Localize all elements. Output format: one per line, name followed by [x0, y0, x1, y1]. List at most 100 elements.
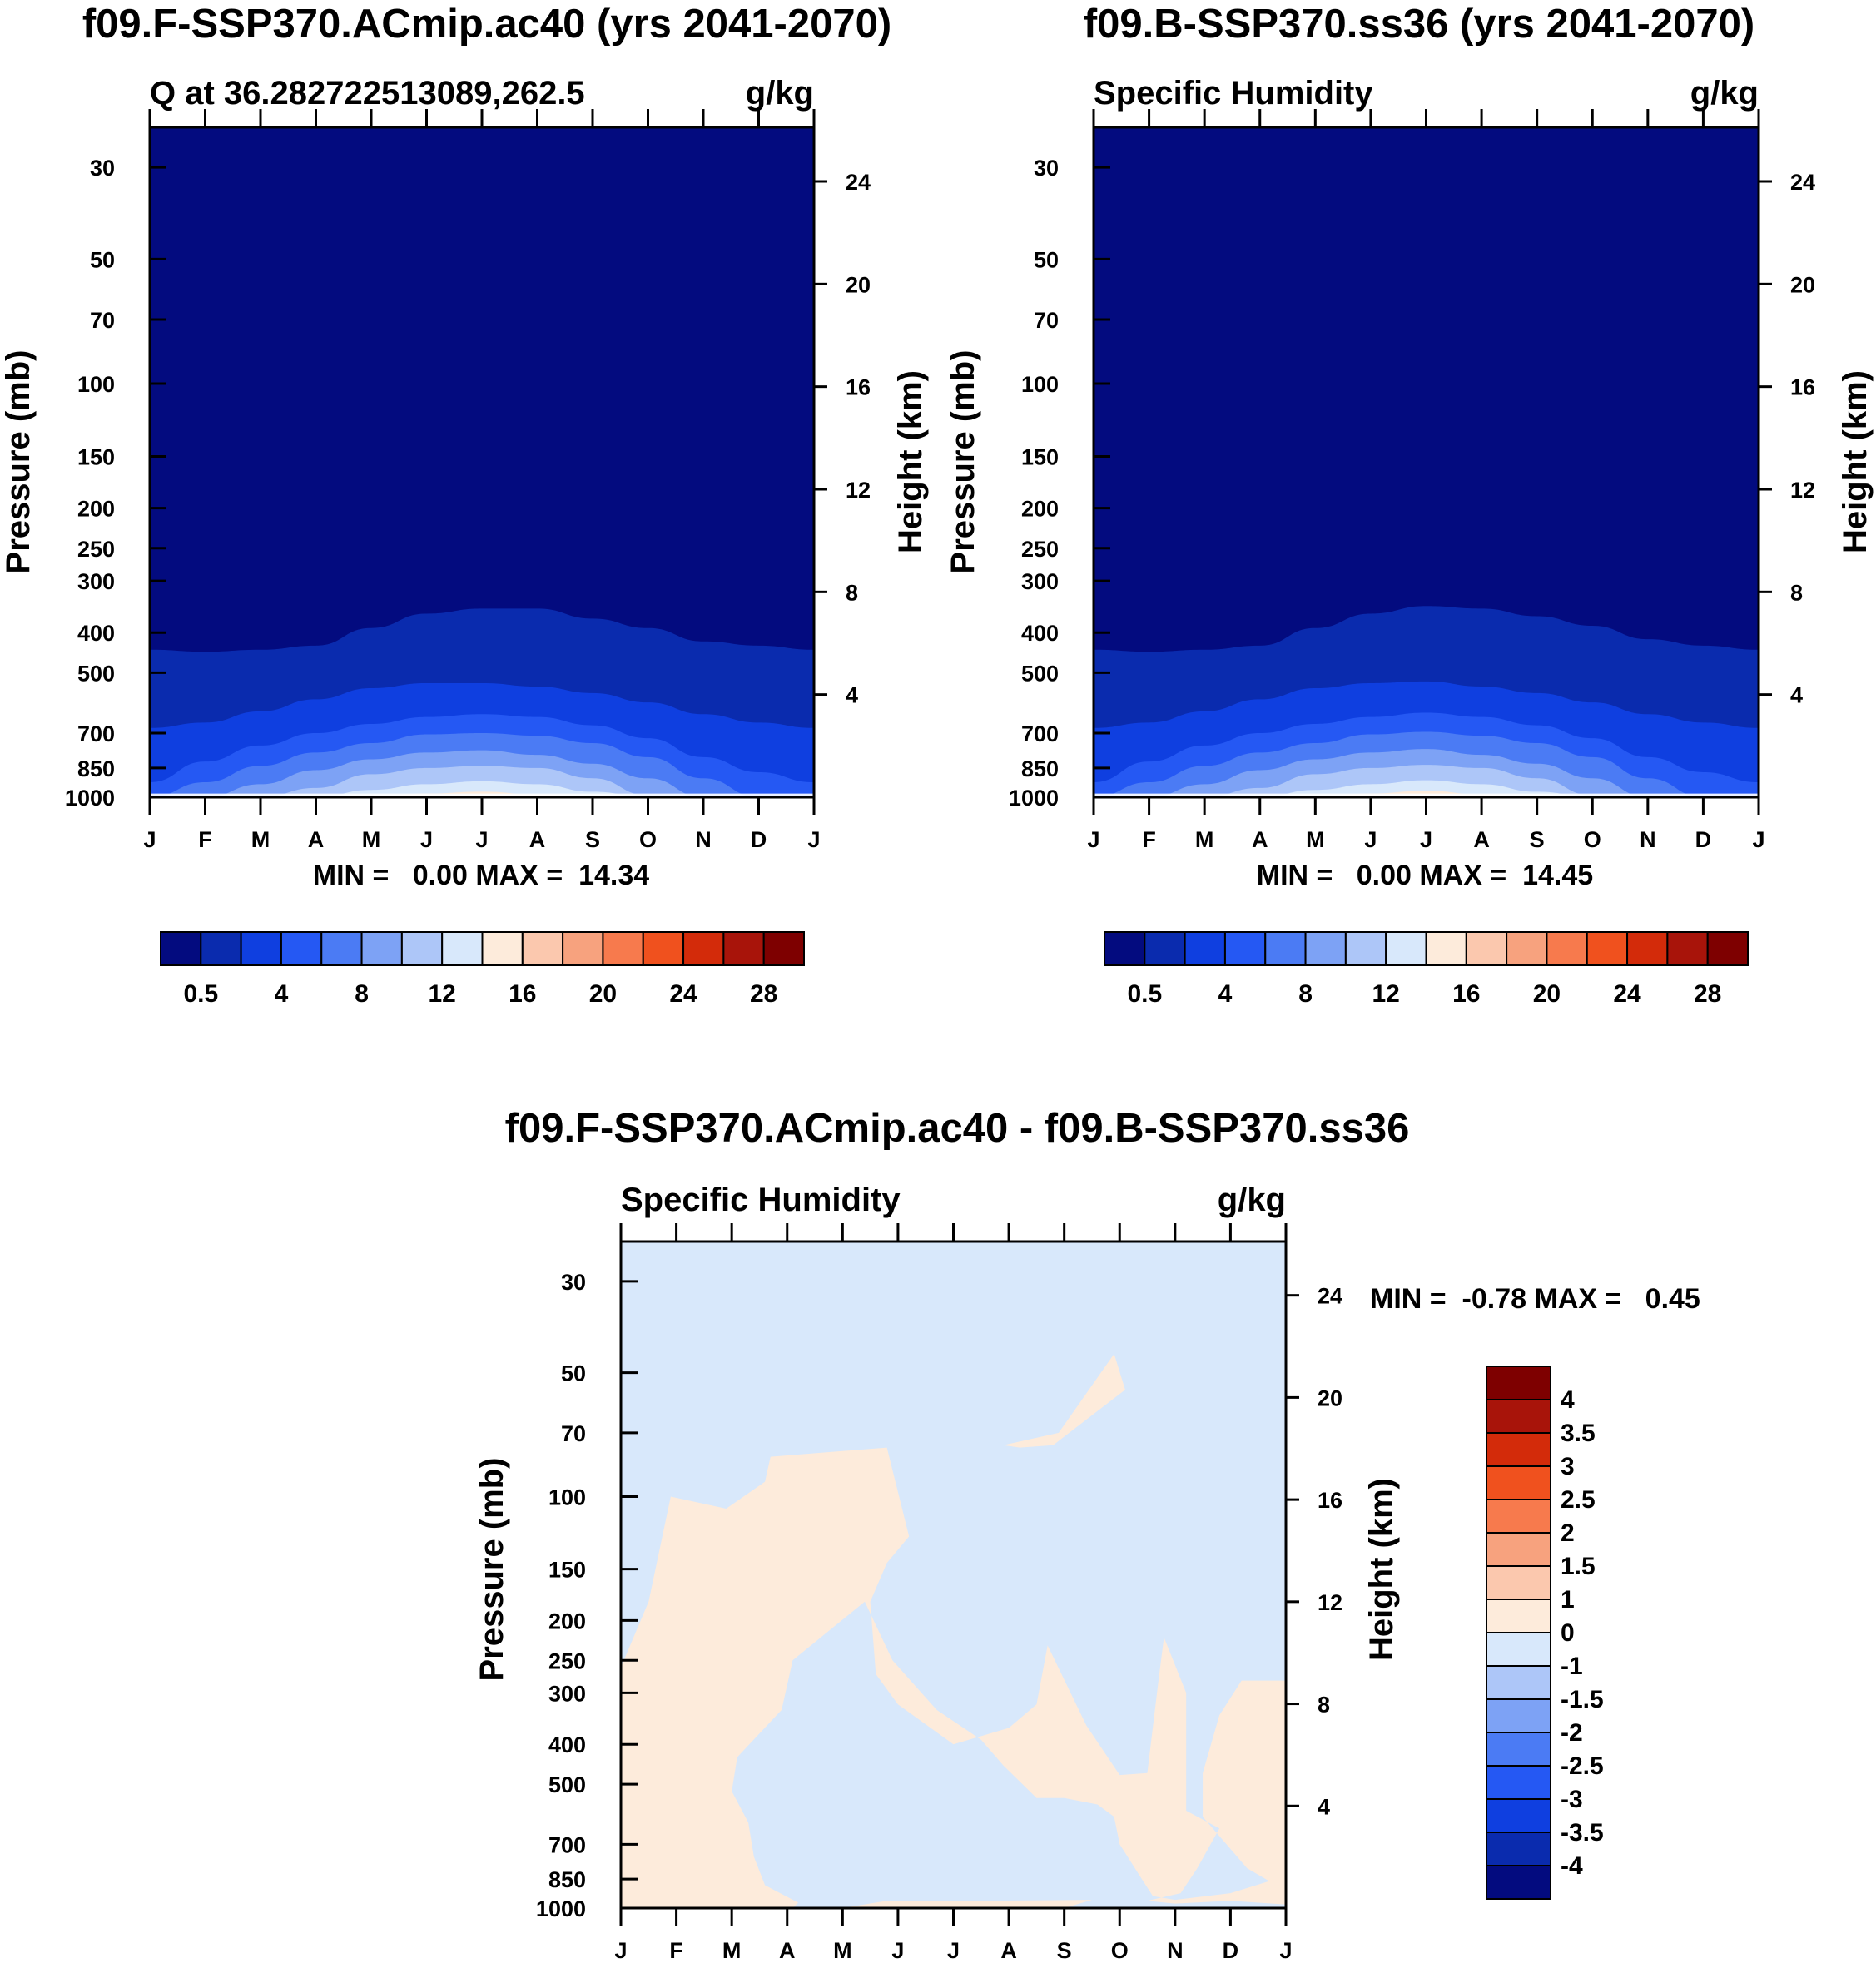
colorbar-box — [1385, 931, 1427, 966]
pressure-tick-label: 70 — [1034, 308, 1059, 333]
colorbar-box — [1425, 931, 1467, 966]
colorbar-label: 3.5 — [1561, 1420, 1596, 1447]
month-tick-label: J — [1364, 827, 1377, 852]
month-tick-label: M — [251, 827, 270, 852]
diff-positive-region — [621, 1447, 1286, 1908]
colorbar-box — [200, 931, 242, 966]
colorbar-box — [722, 931, 765, 966]
panel-b-pressure-axis: 30 50 70 100 150 200 250 300 400 500 700 850 1000 — [1009, 156, 1110, 810]
month-tick-label: M — [833, 1938, 852, 1963]
panel-c-min-max: MIN = -0.78 MAX = 0.45 — [1370, 1283, 1700, 1315]
month-tick-label: A — [779, 1938, 796, 1963]
panel-b-ylabel: Pressure (mb) — [945, 350, 981, 574]
colorbar-label: 8 — [355, 980, 369, 1008]
panel-a-min-max: MIN = 0.00 MAX = 14.34 — [313, 860, 650, 891]
height-tick-label: 12 — [1790, 478, 1815, 503]
panel-a-pressure-axis: 30 50 70 100 150 200 250 300 400 500 700 850 1000 — [65, 156, 166, 810]
month-tick-label: J — [143, 827, 156, 852]
colorbar-box — [1486, 1865, 1551, 1900]
pressure-tick-label: 850 — [1021, 756, 1059, 781]
month-tick-label: J — [1087, 827, 1099, 852]
colorbar-label: 28 — [750, 980, 777, 1008]
pressure-tick-label: 500 — [548, 1772, 586, 1797]
pressure-tick-label: 400 — [77, 621, 115, 646]
height-tick-label: 8 — [1318, 1693, 1330, 1718]
month-tick-label: S — [1057, 1938, 1072, 1963]
month-tick-label: O — [639, 827, 657, 852]
height-tick-label: 16 — [846, 375, 871, 400]
height-tick-label: 8 — [1790, 580, 1803, 605]
month-tick-label: S — [1530, 827, 1545, 852]
colorbar-box — [1486, 1732, 1551, 1767]
colorbar-label: 16 — [1452, 980, 1480, 1008]
pressure-tick-label: 300 — [1021, 569, 1059, 594]
colorbar-label: -2 — [1561, 1719, 1583, 1747]
panel-c-pressure-axis: 30 50 70 100 150 200 250 300 400 500 700 850 1000 — [536, 1270, 638, 1921]
month-tick-label: N — [1167, 1938, 1184, 1963]
month-tick-label: A — [1252, 827, 1268, 852]
month-tick-label: J — [1752, 827, 1764, 852]
q-band-surface — [1094, 793, 1759, 797]
month-tick-label: S — [585, 827, 600, 852]
month-tick-label: N — [695, 827, 712, 852]
panel-a-plot-area — [148, 126, 816, 799]
colorbar-label: 24 — [1613, 980, 1641, 1008]
colorbar-box — [762, 931, 805, 966]
colorbar-label: 12 — [429, 980, 456, 1008]
month-tick-label: A — [308, 827, 325, 852]
pressure-tick-label: 70 — [90, 308, 115, 333]
pressure-tick-label: 850 — [77, 756, 115, 781]
pressure-tick-label: 100 — [77, 372, 115, 397]
colorbar-label: 24 — [669, 980, 697, 1008]
height-tick-label: 12 — [1318, 1590, 1342, 1615]
pressure-tick-label: 850 — [548, 1867, 586, 1892]
colorbar-box — [280, 931, 323, 966]
colorbar-label: 1.5 — [1561, 1553, 1596, 1580]
pressure-tick-label: 200 — [548, 1609, 586, 1633]
month-tick-label: D — [1695, 827, 1712, 852]
colorbar-box — [1304, 931, 1347, 966]
panel-a: f09.F-SSP370.ACmip.ac40 (yrs 2041-2070) … — [0, 2, 929, 1008]
panel-b-height-axis: 24 20 16 12 8 4 — [1759, 170, 1815, 708]
colorbar-box — [1486, 1499, 1551, 1534]
month-tick-label: A — [1000, 1938, 1017, 1963]
month-tick-label: J — [947, 1938, 960, 1963]
colorbar-box — [1586, 931, 1629, 966]
colorbar-label: -4 — [1561, 1852, 1583, 1880]
pressure-tick-label: 1000 — [536, 1896, 586, 1921]
colorbar-label: -3.5 — [1561, 1819, 1604, 1847]
panel-c-plot-area — [619, 1240, 1288, 1910]
colorbar-label: 2 — [1561, 1519, 1575, 1547]
pressure-tick-label: 100 — [1021, 372, 1059, 397]
month-tick-label: M — [1195, 827, 1214, 852]
pressure-tick-label: 700 — [77, 721, 115, 746]
pressure-tick-label: 1000 — [1009, 786, 1059, 810]
colorbar-box — [1465, 931, 1508, 966]
month-tick-label: J — [614, 1938, 627, 1963]
pressure-tick-label: 150 — [548, 1558, 586, 1583]
height-tick-label: 16 — [1790, 375, 1815, 400]
height-tick-label: 16 — [1318, 1488, 1342, 1513]
panel-a-height-axis: 24 20 16 12 8 4 — [814, 170, 871, 708]
colorbar-box — [1184, 931, 1226, 966]
colorbar-box — [1626, 931, 1669, 966]
pressure-tick-label: 200 — [1021, 497, 1059, 522]
panel-a-title: f09.F-SSP370.ACmip.ac40 (yrs 2041-2070) — [82, 2, 891, 47]
colorbar-label: 4 — [1218, 980, 1233, 1008]
panel-c-title: f09.F-SSP370.ACmip.ac40 - f09.B-SSP370.s… — [505, 1106, 1410, 1151]
height-tick-label: 20 — [1790, 272, 1815, 297]
colorbar-label: 3 — [1561, 1453, 1575, 1480]
colorbar-box — [682, 931, 725, 966]
colorbar-box — [1264, 931, 1307, 966]
pressure-tick-label: 1000 — [65, 786, 115, 810]
month-tick-label: F — [198, 827, 212, 852]
colorbar-box — [400, 931, 444, 966]
pressure-tick-label: 700 — [1021, 721, 1059, 746]
month-tick-label: A — [1473, 827, 1490, 852]
month-tick-label: J — [420, 827, 433, 852]
colorbar-label: -2.5 — [1561, 1752, 1604, 1780]
colorbar-label: 16 — [509, 980, 536, 1008]
